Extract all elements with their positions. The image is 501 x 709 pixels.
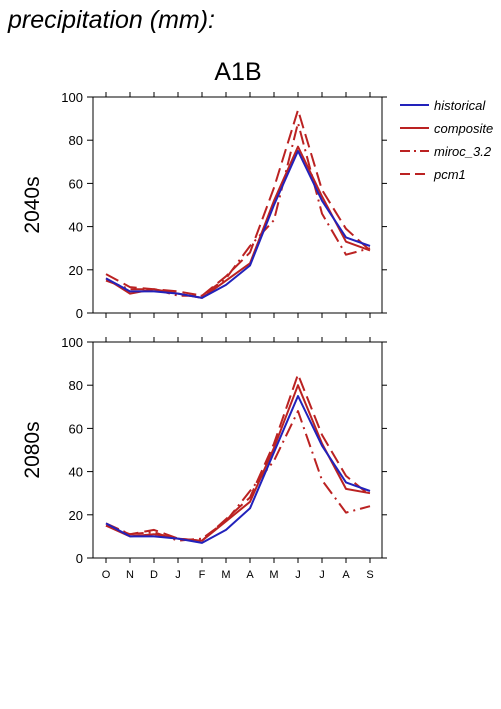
legend-label: historical: [434, 98, 486, 113]
series-line-historical: [105, 150, 371, 299]
y-tick-label: 80: [69, 133, 83, 148]
legend: historical composite miroc_3.2 pcm1: [400, 98, 493, 182]
y-tick-label: 20: [69, 508, 83, 523]
panel-2080s: 0 20 40 60 80 100 O N D J F M A M J J A S 2080s: [21, 335, 387, 581]
x-tick-label: J: [175, 569, 181, 581]
y-tick-label: 80: [69, 378, 83, 393]
panel-label: 2040s: [21, 176, 44, 233]
series-line-historical: [105, 395, 371, 544]
x-tick-label: M: [221, 569, 230, 581]
y-tick-label: 100: [61, 335, 83, 350]
legend-label: miroc_3.2: [434, 144, 492, 159]
x-tick-label: J: [319, 569, 325, 581]
page-title: precipitation (mm):: [7, 6, 215, 34]
x-tick-label: A: [246, 569, 254, 581]
chart-title: A1B: [214, 58, 261, 86]
series-line-pcm1: [105, 373, 371, 542]
x-tick-label: O: [102, 569, 111, 581]
y-tick-label: 40: [69, 220, 83, 235]
series-line-pcm1: [105, 109, 371, 297]
x-tick-label: J: [295, 569, 301, 581]
series-line-miroc-3-2: [105, 121, 371, 297]
panel-label: 2080s: [21, 421, 44, 478]
y-tick-label: 0: [76, 551, 83, 566]
x-tick-label: M: [269, 569, 278, 581]
plot-frame: [92, 96, 383, 314]
y-tick-label: 20: [69, 263, 83, 278]
legend-label: pcm1: [433, 167, 466, 182]
y-tick-label: 40: [69, 465, 83, 480]
series-line-composite: [105, 384, 371, 542]
x-tick-label: D: [150, 569, 158, 581]
y-tick-label: 60: [69, 421, 83, 436]
legend-label: composite: [434, 121, 493, 136]
series-line-composite: [105, 145, 371, 299]
y-tick-label: 0: [76, 306, 83, 321]
x-tick-label: S: [366, 569, 373, 581]
panel-2040s: 0 20 40 60 80 100 2040s: [21, 90, 387, 321]
y-tick-label: 60: [69, 176, 83, 191]
x-tick-label: F: [199, 569, 206, 581]
series-line-miroc-3-2: [105, 410, 371, 542]
plot-frame: [92, 341, 383, 559]
y-tick-label: 100: [61, 90, 83, 105]
x-tick-label: N: [126, 569, 134, 581]
x-tick-label: A: [342, 569, 350, 581]
